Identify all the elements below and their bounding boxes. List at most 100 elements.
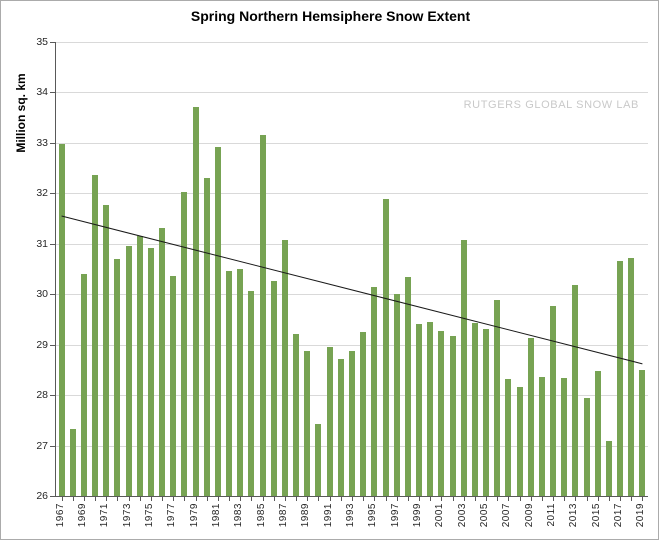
x-tick-label-1995: 1995 xyxy=(367,503,379,528)
bar-1967 xyxy=(58,144,65,496)
x-tick xyxy=(374,497,375,501)
x-tick xyxy=(542,497,543,501)
bar-2009 xyxy=(527,338,534,496)
x-tick-label-1973: 1973 xyxy=(121,503,133,528)
trend-line xyxy=(61,215,643,365)
x-tick xyxy=(587,497,588,501)
y-tick-label: 26 xyxy=(36,490,48,502)
x-tick-label-2007: 2007 xyxy=(501,503,513,528)
x-tick-label-2009: 2009 xyxy=(523,503,535,528)
x-tick xyxy=(553,497,554,501)
bar-1983 xyxy=(237,269,244,496)
x-tick xyxy=(274,497,275,501)
bar-1982 xyxy=(226,271,233,496)
y-tick-label: 30 xyxy=(36,288,48,300)
x-tick xyxy=(609,497,610,501)
x-tick xyxy=(151,497,152,501)
bar-2019 xyxy=(639,369,646,496)
y-tick xyxy=(50,395,55,396)
x-tick-label-1983: 1983 xyxy=(233,503,245,528)
x-tick-label-2005: 2005 xyxy=(479,503,491,528)
x-axis-line xyxy=(55,496,648,497)
x-tick xyxy=(251,497,252,501)
gridline xyxy=(56,143,648,144)
x-tick-label-1987: 1987 xyxy=(277,503,289,528)
chart-title: Spring Northern Hemsiphere Snow Extent xyxy=(190,8,471,24)
bar-1986 xyxy=(270,281,277,496)
bar-2016 xyxy=(605,440,612,496)
y-tick xyxy=(50,294,55,295)
bar-1992 xyxy=(337,358,344,496)
plot-area: 26 27 28 29 30 31 32 33 34 35 1967 1969 1971 1973 197… xyxy=(36,36,648,527)
y-tick xyxy=(50,446,55,447)
x-tick xyxy=(263,497,264,501)
x-tick xyxy=(296,497,297,501)
x-tick-label-2011: 2011 xyxy=(546,503,558,527)
gridline xyxy=(56,294,648,295)
x-tick-label-2017: 2017 xyxy=(613,503,625,528)
x-tick xyxy=(84,497,85,501)
x-tick-label-2019: 2019 xyxy=(635,503,647,528)
x-tick xyxy=(95,497,96,501)
bar-1994 xyxy=(360,332,367,496)
x-tick xyxy=(397,497,398,501)
x-tick-label-1977: 1977 xyxy=(166,503,178,528)
bar-1973 xyxy=(125,246,132,496)
bar-1989 xyxy=(304,351,311,496)
y-tick xyxy=(50,244,55,245)
x-tick xyxy=(508,497,509,501)
x-tick-label-1991: 1991 xyxy=(322,503,334,528)
watermark-label: RUTGERS GLOBAL SNOW LAB xyxy=(463,99,639,111)
y-tick xyxy=(50,496,55,497)
x-tick xyxy=(184,497,185,501)
x-tick xyxy=(330,497,331,501)
bar-1971 xyxy=(103,205,110,496)
bar-2011 xyxy=(550,305,557,496)
bar-2003 xyxy=(460,239,467,496)
bar-2015 xyxy=(594,371,601,496)
x-tick-label-1997: 1997 xyxy=(389,503,401,528)
bar-2006 xyxy=(494,300,501,496)
x-tick xyxy=(240,497,241,501)
x-tick xyxy=(497,497,498,501)
bar-2005 xyxy=(483,329,490,496)
x-tick xyxy=(363,497,364,501)
x-tick-label-1975: 1975 xyxy=(143,503,155,528)
x-tick xyxy=(285,497,286,501)
y-tick xyxy=(50,345,55,346)
x-tick xyxy=(598,497,599,501)
x-tick-label-1971: 1971 xyxy=(99,503,111,528)
bar-1996 xyxy=(382,198,389,496)
x-tick xyxy=(318,497,319,501)
x-tick xyxy=(162,497,163,501)
bar-1977 xyxy=(170,275,177,496)
bar-1990 xyxy=(315,423,322,496)
bar-1980 xyxy=(203,178,210,496)
x-tick xyxy=(464,497,465,501)
x-tick xyxy=(341,497,342,501)
y-tick-label: 31 xyxy=(36,238,48,250)
bar-1995 xyxy=(371,286,378,496)
x-tick xyxy=(642,497,643,501)
y-tick-label: 33 xyxy=(36,137,48,149)
bar-2014 xyxy=(583,397,590,496)
x-tick xyxy=(520,497,521,501)
x-tick xyxy=(196,497,197,501)
x-tick-label-2001: 2001 xyxy=(434,503,446,528)
bar-1979 xyxy=(192,107,199,496)
x-tick xyxy=(173,497,174,501)
y-tick-label: 29 xyxy=(36,339,48,351)
bar-1972 xyxy=(114,258,121,496)
gridline xyxy=(56,244,648,245)
x-tick xyxy=(631,497,632,501)
bar-1988 xyxy=(293,333,300,496)
x-tick xyxy=(73,497,74,501)
y-tick xyxy=(50,193,55,194)
x-tick xyxy=(229,497,230,501)
bar-1991 xyxy=(326,346,333,496)
y-tick-label: 35 xyxy=(36,36,48,48)
x-tick-label-2013: 2013 xyxy=(568,503,580,528)
bar-2018 xyxy=(628,257,635,496)
x-tick-label-2015: 2015 xyxy=(590,503,602,528)
